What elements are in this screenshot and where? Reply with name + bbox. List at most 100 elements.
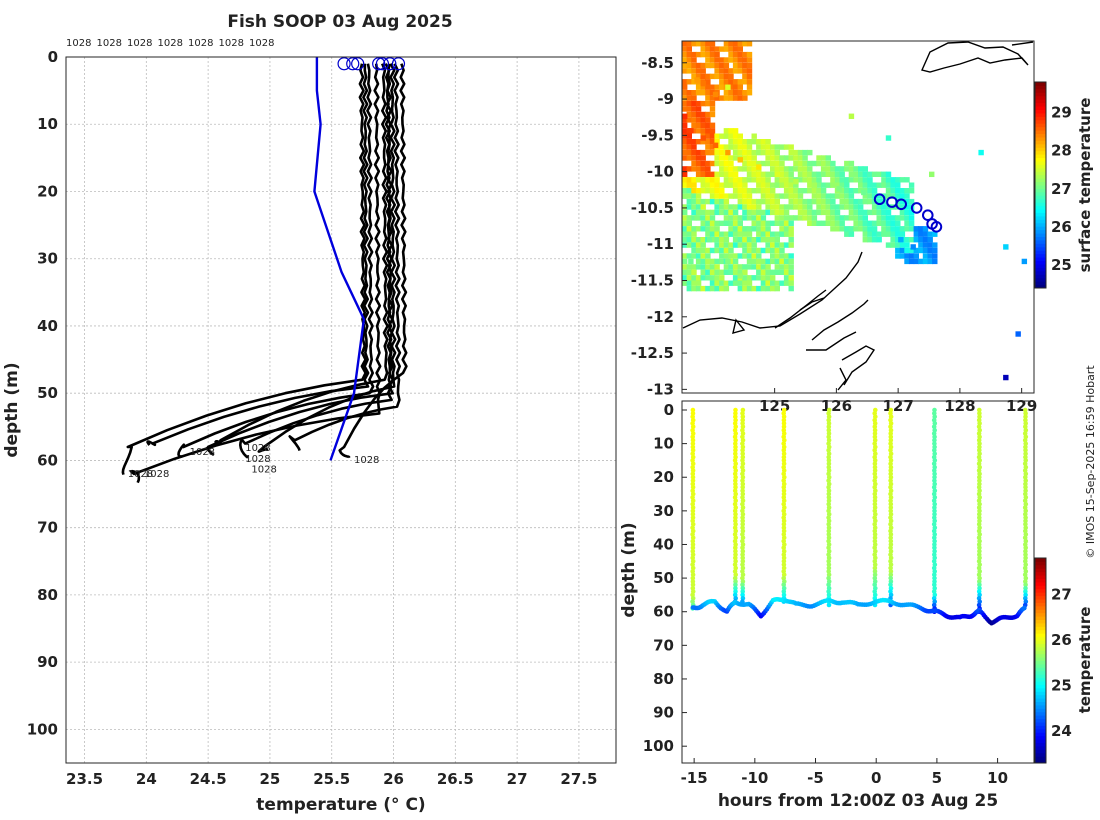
sst-cell xyxy=(714,84,720,90)
cast-point xyxy=(976,438,982,443)
sst-cell xyxy=(695,73,702,80)
sst-cell xyxy=(913,231,919,237)
sst-cell xyxy=(881,177,887,183)
sst-cell xyxy=(728,160,734,167)
sst-cell xyxy=(712,142,719,149)
sst-cell xyxy=(820,204,827,210)
sst-cell xyxy=(737,90,743,96)
sst-cell xyxy=(700,73,706,80)
sst-cell xyxy=(811,215,818,221)
sst-cell xyxy=(858,166,864,172)
sst-cell xyxy=(686,111,692,118)
cast-point xyxy=(932,434,937,440)
sst-cell xyxy=(774,231,780,237)
cast-point xyxy=(781,582,786,588)
cast-point xyxy=(1023,522,1028,527)
sst-cell xyxy=(695,226,702,232)
sst-cell xyxy=(898,236,904,243)
map-y-tick-label: -11 xyxy=(647,235,674,253)
sst-cell xyxy=(858,171,864,177)
sst-cell xyxy=(807,149,813,156)
cast-point xyxy=(740,491,746,497)
sst-cell xyxy=(885,177,892,183)
cast-point xyxy=(733,438,738,443)
sst-cell xyxy=(788,242,794,248)
colorbar-segment xyxy=(1035,752,1046,757)
sst-cell xyxy=(723,193,730,199)
sst-cell xyxy=(825,209,831,216)
sst-cell xyxy=(682,79,688,85)
sst-cell xyxy=(760,177,767,183)
cast-point xyxy=(1023,518,1028,524)
sst-cell xyxy=(737,144,743,150)
cast-point xyxy=(781,538,786,544)
cast-point xyxy=(1023,481,1028,487)
sst-cell xyxy=(853,204,859,210)
sst-cell xyxy=(682,41,688,47)
sst-cell xyxy=(686,51,692,58)
sst-cell xyxy=(774,160,780,167)
profile-line xyxy=(129,63,382,484)
sst-cell xyxy=(737,95,743,101)
sst-cell xyxy=(825,182,831,188)
cast-point xyxy=(740,407,746,413)
cast-point xyxy=(932,505,937,510)
sst-cell xyxy=(904,237,910,243)
sst-cell xyxy=(714,269,720,275)
sst-cell xyxy=(691,253,697,259)
sst-cell xyxy=(686,62,692,69)
colorbar-segment xyxy=(1035,136,1046,141)
sst-cell xyxy=(682,84,688,90)
cast-point xyxy=(826,572,832,577)
sst-cell xyxy=(825,193,831,199)
sst-cell xyxy=(765,247,771,254)
cast-point xyxy=(872,468,878,473)
colorbar-segment xyxy=(1035,704,1046,709)
sst-cell xyxy=(709,100,716,107)
sst-cell xyxy=(760,231,767,237)
section-y-tick-label: 70 xyxy=(653,636,674,654)
cast-point xyxy=(932,407,937,413)
sst-cell xyxy=(760,264,767,270)
sst-cell xyxy=(746,160,753,167)
sst-cell xyxy=(682,253,688,259)
colorbar-segment xyxy=(1035,745,1046,750)
sst-cell xyxy=(728,171,734,177)
colorbar-segment xyxy=(1035,677,1046,682)
cast-point xyxy=(740,444,746,450)
sst-cell xyxy=(728,95,734,101)
sst-cell xyxy=(723,160,730,167)
cast-point xyxy=(826,468,832,473)
sst-cell xyxy=(834,182,841,188)
colorbar-segment xyxy=(1035,715,1046,720)
sst-cell xyxy=(779,220,785,226)
sst-cell xyxy=(686,166,692,172)
cast-point xyxy=(888,592,894,598)
sst-cell xyxy=(686,182,692,188)
sst-cell xyxy=(918,231,924,237)
cast-point xyxy=(1023,407,1028,413)
profile-x-tick-label: 23.5 xyxy=(66,770,103,788)
cast-point xyxy=(781,562,787,567)
cast-point xyxy=(826,501,831,507)
sst-cell xyxy=(695,193,702,199)
sst-cell xyxy=(774,171,781,178)
cast-point xyxy=(977,421,982,426)
sst-cell xyxy=(774,166,780,172)
sst-cell xyxy=(746,188,753,194)
ship-track-marker xyxy=(895,198,908,211)
cast-point xyxy=(781,501,786,507)
cast-point xyxy=(1023,411,1028,416)
colorbar-segment xyxy=(1035,622,1046,627)
cast-point xyxy=(872,522,877,527)
sst-cell xyxy=(682,57,688,63)
sst-cell xyxy=(788,166,794,172)
colorbar-tick-label: 29 xyxy=(1051,104,1072,122)
cast-point xyxy=(1023,444,1028,450)
sst-cell xyxy=(737,177,743,183)
sst-cell xyxy=(719,269,725,275)
sst-cell xyxy=(714,204,720,210)
sst-cell xyxy=(756,149,762,156)
sst-cell xyxy=(695,242,702,248)
sst-cell xyxy=(908,215,915,221)
